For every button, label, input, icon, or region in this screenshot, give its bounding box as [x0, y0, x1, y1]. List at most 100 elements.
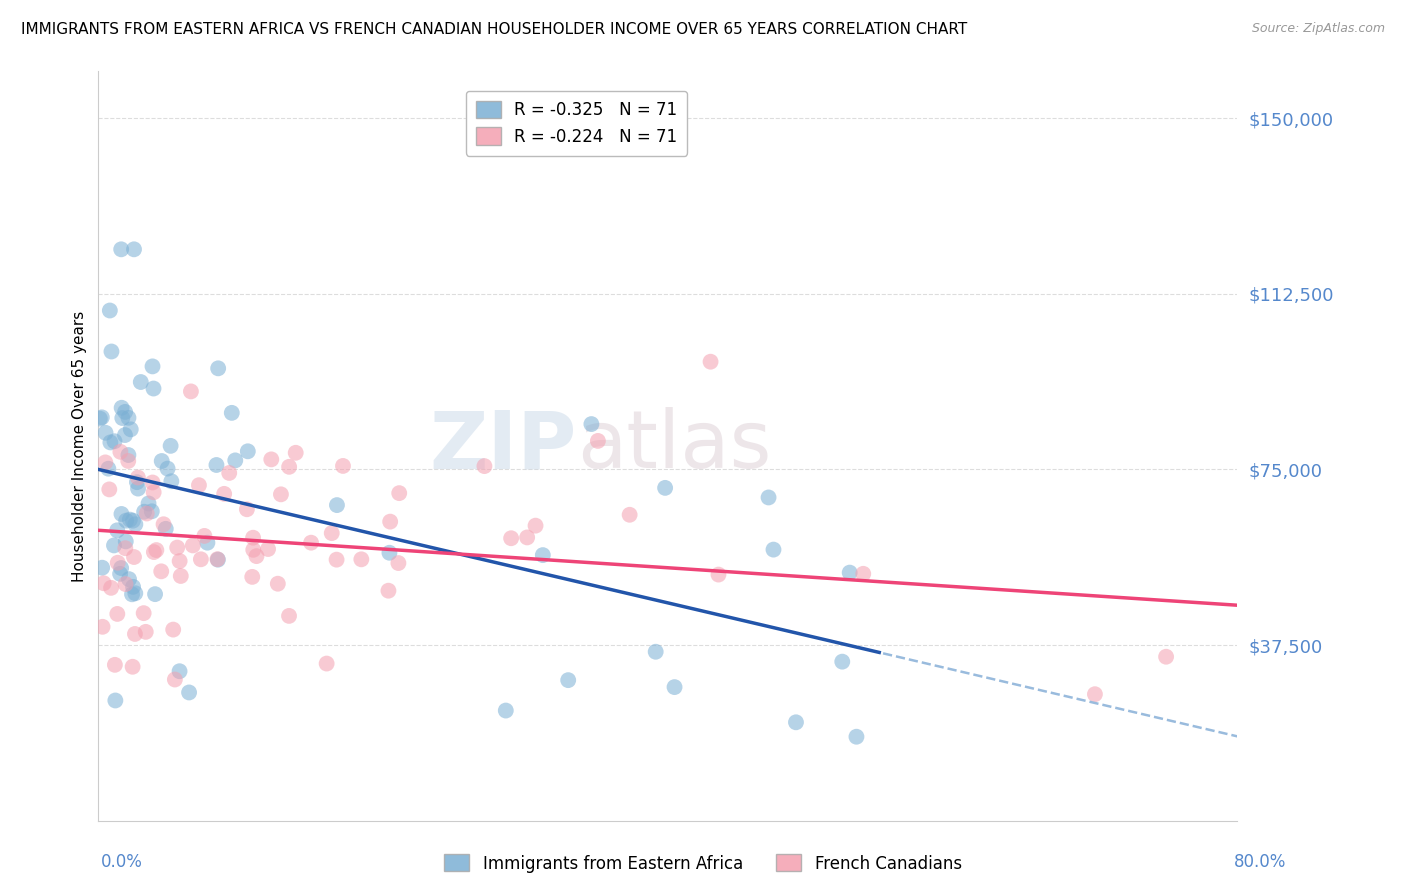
Point — [170, 569, 193, 583]
Point — [108, 566, 131, 581]
Point — [785, 715, 807, 730]
Point — [114, 405, 136, 419]
Point — [110, 243, 132, 257]
Text: 0.0%: 0.0% — [101, 853, 143, 871]
Point — [212, 487, 235, 501]
Point — [135, 624, 157, 639]
Point — [114, 428, 136, 442]
Point — [142, 382, 165, 396]
Point — [699, 355, 721, 369]
Text: Source: ZipAtlas.com: Source: ZipAtlas.com — [1251, 22, 1385, 36]
Point — [388, 486, 411, 500]
Point — [762, 542, 785, 557]
Point — [110, 445, 132, 459]
Point — [142, 545, 165, 559]
Point — [162, 623, 184, 637]
Point — [159, 439, 181, 453]
Point — [160, 475, 183, 489]
Point — [114, 577, 136, 591]
Point — [207, 552, 229, 566]
Point — [118, 513, 141, 527]
Point — [150, 565, 173, 579]
Point — [155, 522, 177, 536]
Point — [103, 434, 125, 449]
Point — [122, 549, 145, 564]
Point — [122, 243, 145, 257]
Point — [236, 502, 259, 516]
Point — [180, 384, 202, 399]
Point — [1154, 649, 1177, 664]
Point — [90, 410, 112, 425]
Point — [142, 485, 165, 500]
Point — [380, 515, 402, 529]
Point — [127, 482, 149, 496]
Point — [117, 448, 139, 462]
Point — [114, 541, 136, 556]
Point — [145, 543, 167, 558]
Point — [177, 685, 200, 699]
Y-axis label: Householder Income Over 65 years: Householder Income Over 65 years — [72, 310, 87, 582]
Point — [260, 452, 283, 467]
Point — [141, 504, 163, 518]
Point — [138, 496, 160, 510]
Point — [142, 475, 165, 490]
Point — [104, 693, 127, 707]
Point — [377, 583, 399, 598]
Point — [141, 359, 163, 374]
Legend: R = -0.325   N = 71, R = -0.224   N = 71: R = -0.325 N = 71, R = -0.224 N = 71 — [465, 91, 688, 155]
Point — [284, 446, 307, 460]
Point — [114, 534, 136, 549]
Point — [93, 576, 115, 591]
Point — [207, 552, 229, 566]
Point — [581, 417, 603, 431]
Point — [125, 475, 148, 490]
Point — [387, 556, 409, 570]
Point — [270, 487, 292, 501]
Point — [378, 546, 401, 560]
Point — [134, 505, 156, 519]
Point — [531, 548, 554, 562]
Point — [187, 478, 209, 492]
Point — [193, 529, 215, 543]
Point — [278, 459, 301, 474]
Point — [257, 541, 280, 556]
Point — [122, 580, 145, 594]
Point — [205, 458, 228, 472]
Point — [127, 470, 149, 484]
Point — [100, 435, 122, 450]
Point — [325, 552, 347, 566]
Point — [94, 425, 117, 440]
Point — [332, 458, 354, 473]
Point — [838, 566, 860, 580]
Point — [278, 608, 301, 623]
Point — [190, 552, 212, 566]
Point — [654, 481, 676, 495]
Point — [121, 659, 143, 673]
Point — [98, 303, 121, 318]
Point — [132, 606, 155, 620]
Point — [117, 454, 139, 468]
Point — [495, 704, 517, 718]
Point — [111, 411, 134, 425]
Point — [299, 535, 322, 549]
Point — [104, 657, 127, 672]
Point — [852, 566, 875, 581]
Point — [245, 549, 267, 563]
Point — [664, 680, 686, 694]
Point — [207, 361, 229, 376]
Point — [197, 535, 219, 549]
Point — [166, 541, 188, 555]
Point — [156, 461, 179, 475]
Point — [1084, 687, 1107, 701]
Point — [240, 570, 263, 584]
Point — [124, 517, 146, 532]
Point — [516, 530, 538, 544]
Point — [110, 561, 132, 575]
Point — [619, 508, 641, 522]
Text: 80.0%: 80.0% — [1234, 853, 1286, 871]
Point — [831, 655, 853, 669]
Point — [89, 411, 111, 425]
Point — [121, 587, 143, 601]
Point — [474, 459, 496, 474]
Point — [163, 673, 186, 687]
